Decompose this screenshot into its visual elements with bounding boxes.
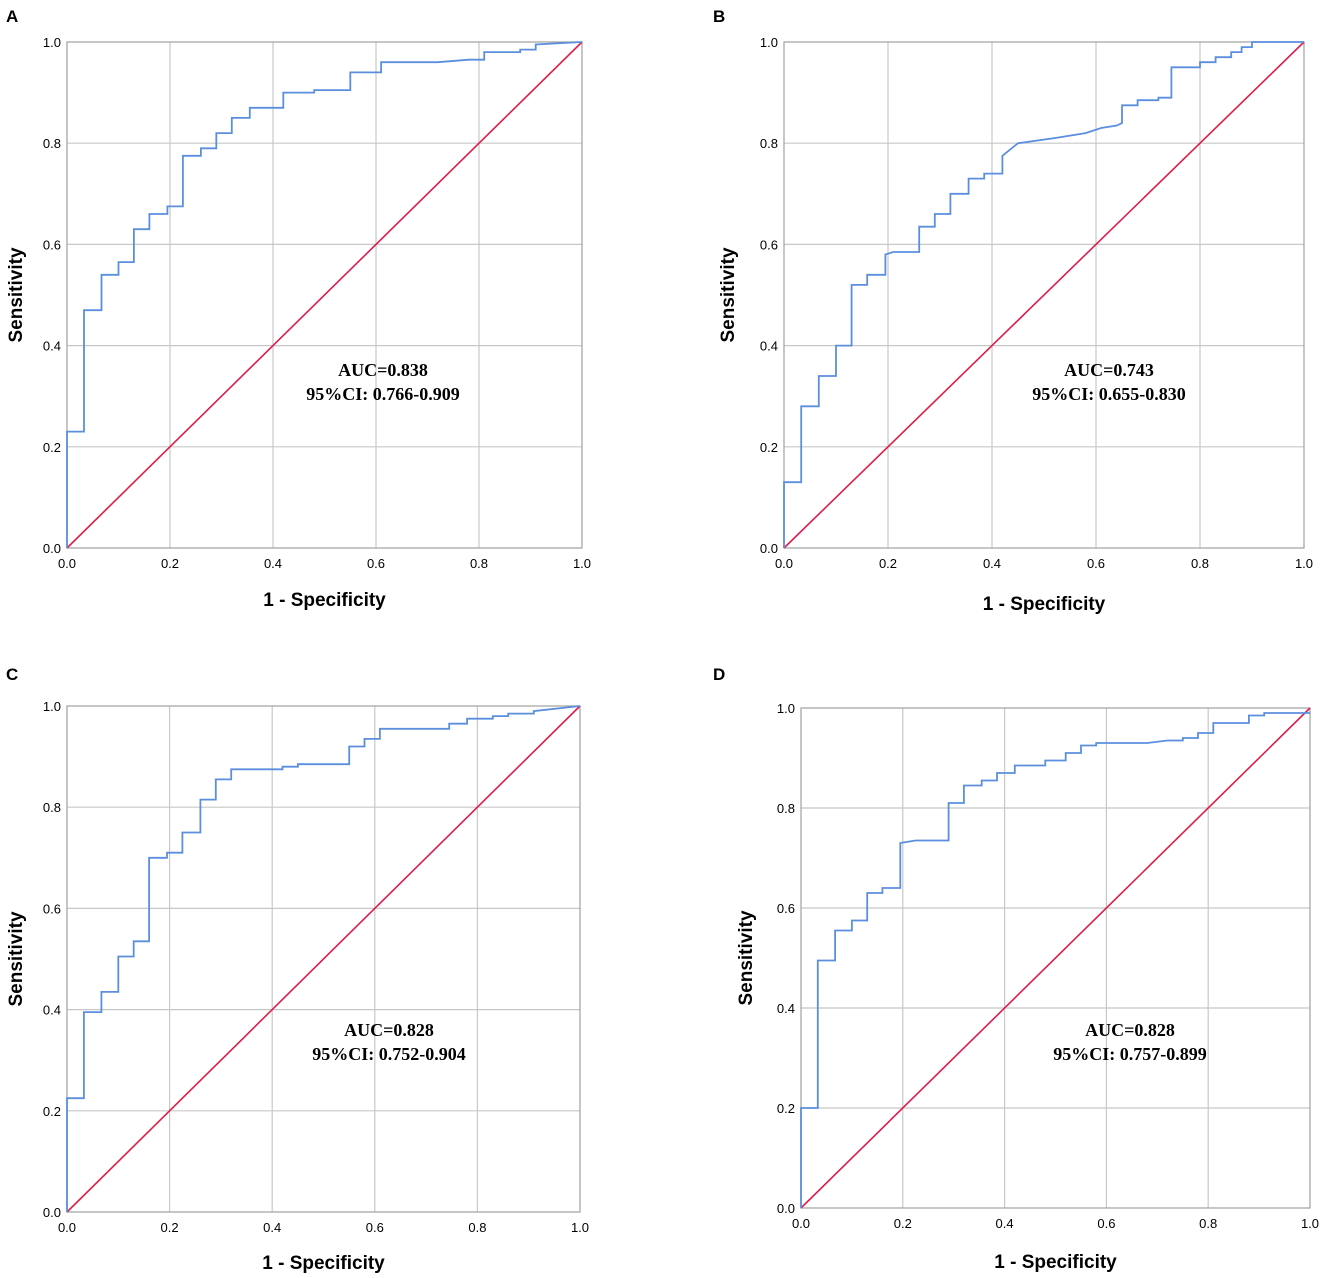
x-tick-label: 0.4 — [996, 1216, 1014, 1231]
y-tick-label: 0.8 — [760, 136, 778, 151]
x-tick-label: 1.0 — [571, 1220, 589, 1235]
x-tick-label: 0.2 — [879, 556, 897, 571]
reference-line — [783, 41, 1305, 549]
y-tick-label: 1.0 — [777, 701, 795, 716]
y-tick-label: 0.2 — [760, 440, 778, 455]
x-axis-title: 1 - Specificity — [983, 594, 1106, 615]
x-tick-label: 0.2 — [161, 556, 179, 571]
panel-letter: D — [713, 665, 725, 684]
reference-line — [66, 41, 583, 549]
plot-frame — [800, 707, 1311, 1209]
x-tick-label: 0.0 — [792, 1216, 810, 1231]
y-tick-label: 0.6 — [43, 237, 61, 252]
x-tick-label: 1.0 — [573, 556, 591, 571]
y-tick-label: 1.0 — [43, 699, 61, 714]
y-tick-label: 0.4 — [43, 1003, 61, 1018]
y-tick-label: 0.2 — [777, 1101, 795, 1116]
x-axis-title: 1 - Specificity — [262, 1253, 385, 1274]
x-tick-label: 0.2 — [161, 1220, 179, 1235]
ci-label: 95%CI: 0.655-0.830 — [1032, 384, 1186, 404]
ci-label: 95%CI: 0.752-0.904 — [312, 1044, 466, 1064]
y-tick-label: 0.0 — [43, 541, 61, 556]
x-tick-label: 0.4 — [264, 556, 282, 571]
x-tick-label: 0.0 — [775, 556, 793, 571]
plot-frame — [66, 41, 583, 549]
y-tick-label: 0.0 — [43, 1205, 61, 1220]
x-tick-label: 1.0 — [1295, 556, 1313, 571]
ci-label: 95%CI: 0.757-0.899 — [1053, 1044, 1207, 1064]
x-axis-title: 1 - Specificity — [994, 1252, 1117, 1273]
y-tick-label: 0.6 — [777, 901, 795, 916]
y-tick-label: 1.0 — [760, 35, 778, 50]
y-axis-title: Sensitivity — [6, 911, 27, 1006]
y-axis-title: Sensitivity — [6, 247, 27, 342]
x-tick-label: 0.6 — [1087, 556, 1105, 571]
y-tick-label: 0.6 — [760, 237, 778, 252]
auc-label: AUC=0.743 — [1064, 360, 1154, 380]
panel-b: B 0.0 0.2 0.4 0.6 0.8 1.0 0.0 0.2 0.4 0.6 0.8 1.0 AUC… — [713, 7, 1313, 615]
x-tick-label: 0.6 — [1097, 1216, 1115, 1231]
y-axis-title: Sensitivity — [718, 247, 739, 342]
x-tick-label: 0.4 — [263, 1220, 281, 1235]
roc-curve — [800, 712, 1310, 1208]
x-tick-label: 0.4 — [983, 556, 1001, 571]
panel-letter: C — [6, 665, 18, 684]
x-tick-label: 0.2 — [894, 1216, 912, 1231]
y-tick-label: 0.0 — [760, 541, 778, 556]
auc-label: AUC=0.838 — [338, 360, 428, 380]
x-tick-label: 0.0 — [58, 556, 76, 571]
x-tick-label: 0.8 — [1191, 556, 1209, 571]
x-tick-label: 1.0 — [1301, 1216, 1319, 1231]
panel-d: D 0.0 0.2 0.4 0.6 0.8 1.0 0.0 0.2 0.4 0.6 0.8 1.0 AUC… — [713, 665, 1319, 1273]
panel-letter: B — [713, 7, 725, 26]
reference-line — [800, 707, 1311, 1209]
plot-frame — [66, 705, 581, 1213]
y-tick-label: 0.8 — [43, 800, 61, 815]
reference-line — [66, 705, 581, 1213]
y-tick-label: 0.4 — [760, 339, 778, 354]
roc-curve — [66, 705, 581, 1212]
x-tick-label: 0.8 — [470, 556, 488, 571]
y-tick-label: 0.4 — [43, 339, 61, 354]
y-tick-label: 0.0 — [777, 1201, 795, 1216]
x-tick-label: 0.8 — [1199, 1216, 1217, 1231]
roc-curve — [66, 41, 583, 548]
y-tick-label: 1.0 — [43, 35, 61, 50]
panel-letter: A — [6, 7, 18, 26]
panel-c: C 0.0 0.2 0.4 0.6 0.8 1.0 0.0 0.2 0.4 0.6 0.8 1.0 AUC… — [6, 665, 589, 1274]
x-tick-label: 0.8 — [468, 1220, 486, 1235]
y-tick-label: 0.2 — [43, 1104, 61, 1119]
roc-curve — [783, 41, 1304, 548]
x-tick-label: 0.0 — [58, 1220, 76, 1235]
y-tick-label: 0.8 — [777, 801, 795, 816]
y-axis-title: Sensitivity — [736, 910, 757, 1005]
auc-label: AUC=0.828 — [344, 1020, 434, 1040]
y-tick-label: 0.6 — [43, 901, 61, 916]
plot-frame — [783, 41, 1305, 549]
y-tick-label: 0.2 — [43, 440, 61, 455]
ci-label: 95%CI: 0.766-0.909 — [306, 384, 460, 404]
x-axis-title: 1 - Specificity — [263, 590, 386, 611]
x-tick-label: 0.6 — [367, 556, 385, 571]
y-tick-label: 0.4 — [777, 1001, 795, 1016]
y-tick-label: 0.8 — [43, 136, 61, 151]
panel-a: A 0.0 0.2 0.4 0.6 0.8 1.0 0.0 0.2 0.4 0.6 0.8 1.0 AUC… — [6, 7, 591, 611]
auc-label: AUC=0.828 — [1085, 1020, 1175, 1040]
x-tick-label: 0.6 — [366, 1220, 384, 1235]
